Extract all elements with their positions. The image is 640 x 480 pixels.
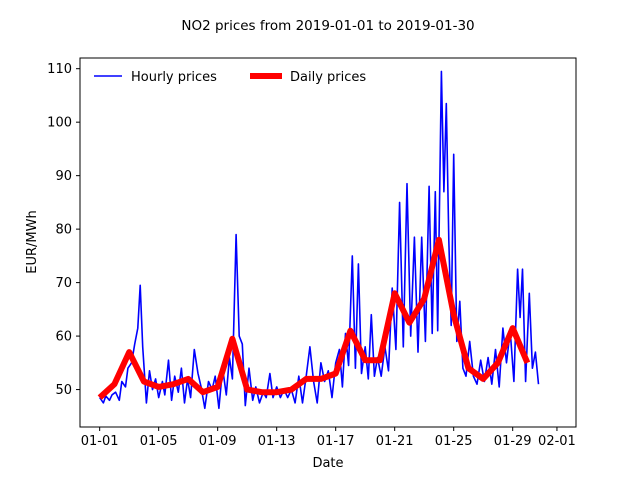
y-tick-label: 100 xyxy=(47,116,72,131)
y-tick-label: 70 xyxy=(55,276,72,291)
y-tick-label: 50 xyxy=(55,383,72,398)
y-axis: 50 60 70 80 90 100 110 xyxy=(47,62,80,398)
x-tick-label: 01-09 xyxy=(199,434,237,449)
plot-frame xyxy=(79,57,577,428)
x-tick-label: 01-05 xyxy=(140,434,178,449)
y-tick-label: 110 xyxy=(47,62,72,77)
x-axis: 01-01 01-05 01-09 01-13 01-17 01-21 01-25 01-29… xyxy=(81,427,576,449)
x-tick-label: 01-29 xyxy=(494,434,532,449)
x-axis-label: Date xyxy=(312,456,343,471)
x-tick-label: 01-17 xyxy=(317,434,355,449)
x-tick-label: 02-01 xyxy=(538,434,576,449)
series-layer xyxy=(97,70,540,410)
x-tick-label: 01-25 xyxy=(435,434,473,449)
y-tick-label: 90 xyxy=(55,169,72,184)
chart-title: NO2 prices from 2019-01-01 to 2019-01-30 xyxy=(181,18,474,34)
legend-label-1: Hourly prices xyxy=(131,70,217,85)
x-tick-label: 01-01 xyxy=(81,434,119,449)
series-line-2 xyxy=(97,236,531,400)
series-line-1 xyxy=(99,70,540,410)
legend-label-2: Daily prices xyxy=(290,70,366,85)
legend: Hourly prices Daily prices xyxy=(94,70,366,85)
y-tick-label: 80 xyxy=(55,223,72,238)
y-axis-label: EUR/MWh xyxy=(25,210,40,273)
x-tick-label: 01-21 xyxy=(376,434,414,449)
x-tick-label: 01-13 xyxy=(258,434,296,449)
y-tick-label: 60 xyxy=(55,330,72,345)
